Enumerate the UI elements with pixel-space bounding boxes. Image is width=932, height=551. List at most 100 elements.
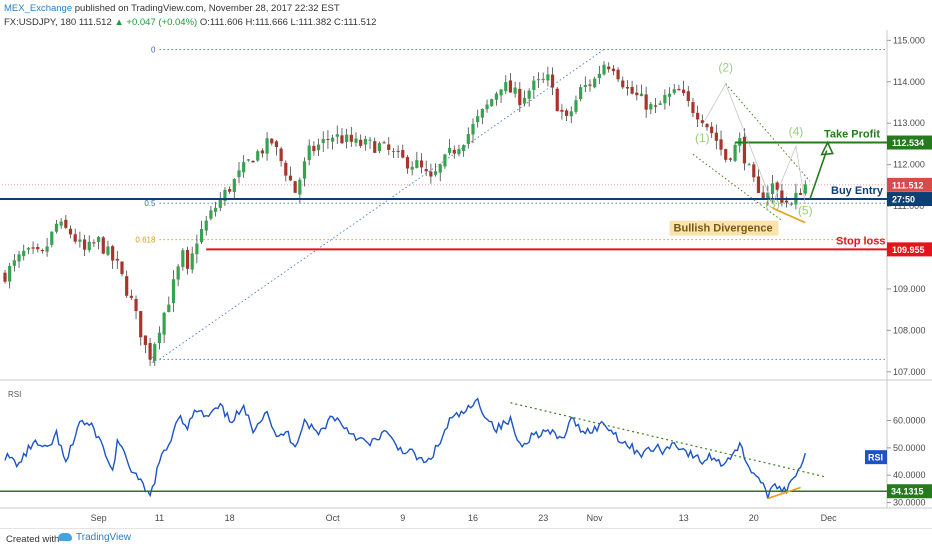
candle-body — [298, 179, 302, 195]
candle-body — [59, 221, 63, 226]
candle-body — [242, 162, 246, 173]
target-arrow-head — [820, 140, 834, 156]
candle-body — [195, 243, 199, 255]
candle-body — [199, 229, 204, 243]
price-axis-label-bg — [887, 177, 932, 192]
symbol[interactable]: FX:USDJPY, 180 — [4, 17, 77, 28]
candle-body — [480, 108, 484, 118]
candle-body — [345, 134, 349, 142]
candle-body — [256, 151, 260, 161]
candle-body — [462, 145, 466, 152]
time-tick-label: Dec — [821, 513, 838, 523]
fib-level-label: 0 — [151, 45, 156, 54]
chart-area[interactable]: 107.000108.000109.000110.000111.000112.0… — [0, 0, 932, 528]
candle-body — [129, 295, 133, 298]
candle-body — [686, 91, 690, 102]
candle-body — [803, 184, 807, 194]
candle-body — [153, 344, 157, 361]
symbol-line: FX:USDJPY, 180 111.512 ▲ +0.047 (+0.04%)… — [4, 17, 376, 28]
candle-body — [700, 120, 704, 124]
candle-body — [349, 134, 353, 142]
candle-body — [536, 79, 541, 81]
time-tick-label: 23 — [538, 513, 548, 523]
candle-body — [391, 151, 396, 153]
time-tick-label: Nov — [587, 513, 604, 523]
candle-body — [494, 93, 498, 100]
time-tick-label: 16 — [468, 513, 478, 523]
candle-body — [710, 126, 714, 134]
fib-level-label: 0.5 — [144, 199, 156, 208]
candle-body — [705, 123, 709, 128]
channel-upper-line — [725, 83, 811, 182]
candle-body — [115, 258, 119, 261]
candle-body — [17, 254, 21, 262]
candle-body — [68, 228, 73, 235]
candle-body — [251, 160, 255, 163]
candle-body — [742, 136, 747, 164]
candle-body — [401, 150, 405, 158]
time-tick-label: 20 — [749, 513, 759, 523]
candle-body — [415, 160, 419, 168]
candle-body — [139, 311, 143, 338]
candle-body — [752, 164, 756, 178]
time-tick-label: Oct — [326, 513, 341, 523]
published-text: published on TradingView.com, November 2… — [74, 3, 340, 14]
candle-body — [667, 93, 672, 97]
tradingview-brand[interactable]: TradingView — [58, 532, 131, 543]
rsi-pane-title: RSI — [8, 390, 21, 399]
candle-body — [26, 248, 30, 250]
candle-body — [134, 298, 138, 312]
elliott-wave-label: (4) — [789, 125, 804, 139]
candle-body — [176, 266, 180, 280]
candle-body — [672, 89, 676, 93]
candle-body — [677, 88, 681, 91]
candle-body — [499, 89, 503, 96]
candle-body — [148, 343, 152, 360]
candle-body — [326, 139, 330, 141]
candle-body — [340, 135, 344, 144]
candle-body — [639, 93, 644, 97]
candle-body — [607, 66, 611, 70]
elliott-wave-label: (5) — [798, 203, 813, 217]
candle-body — [574, 100, 578, 112]
candle-body — [359, 139, 363, 146]
candle-body — [87, 241, 91, 251]
candle-body — [284, 162, 288, 176]
candle-body — [522, 97, 527, 104]
candle-body — [714, 132, 718, 141]
candle-body — [424, 169, 428, 172]
divergence-label-bg — [669, 220, 779, 236]
price-tick-label: 112.000 — [893, 160, 925, 170]
fib-trend-line — [159, 49, 605, 360]
candle-body — [45, 246, 49, 252]
candle-body — [518, 88, 522, 106]
candle-body — [508, 80, 513, 93]
publisher-link[interactable]: MEX_Exchange — [4, 3, 73, 14]
price-tick-label: 114.000 — [893, 77, 925, 87]
candle-body — [157, 332, 162, 343]
candle-body — [8, 265, 12, 282]
candle-body — [569, 111, 573, 117]
candle-body — [22, 250, 26, 257]
rsi-current-label-bg — [865, 450, 887, 465]
price-tick-label: 111.000 — [893, 201, 924, 211]
candle-body — [125, 276, 129, 296]
candle-body — [527, 90, 531, 99]
change: ▲ +0.047 (+0.04%) — [114, 17, 198, 28]
candle-body — [331, 137, 335, 142]
candle-body — [54, 223, 59, 232]
candle-body — [541, 79, 545, 81]
candle-body — [377, 143, 381, 152]
candle-body — [691, 102, 695, 114]
candle-body — [611, 68, 615, 72]
candle-body — [593, 78, 597, 88]
price-divergence-line — [772, 207, 806, 224]
rsi-line — [4, 397, 806, 499]
time-tick-label: 9 — [400, 513, 405, 523]
candle-body — [532, 80, 536, 90]
candle-body — [419, 160, 424, 168]
candle-body — [387, 144, 391, 150]
time-tick-label: Sep — [91, 513, 107, 523]
candle-body — [279, 148, 283, 162]
time-tick-label: 11 — [155, 513, 164, 523]
